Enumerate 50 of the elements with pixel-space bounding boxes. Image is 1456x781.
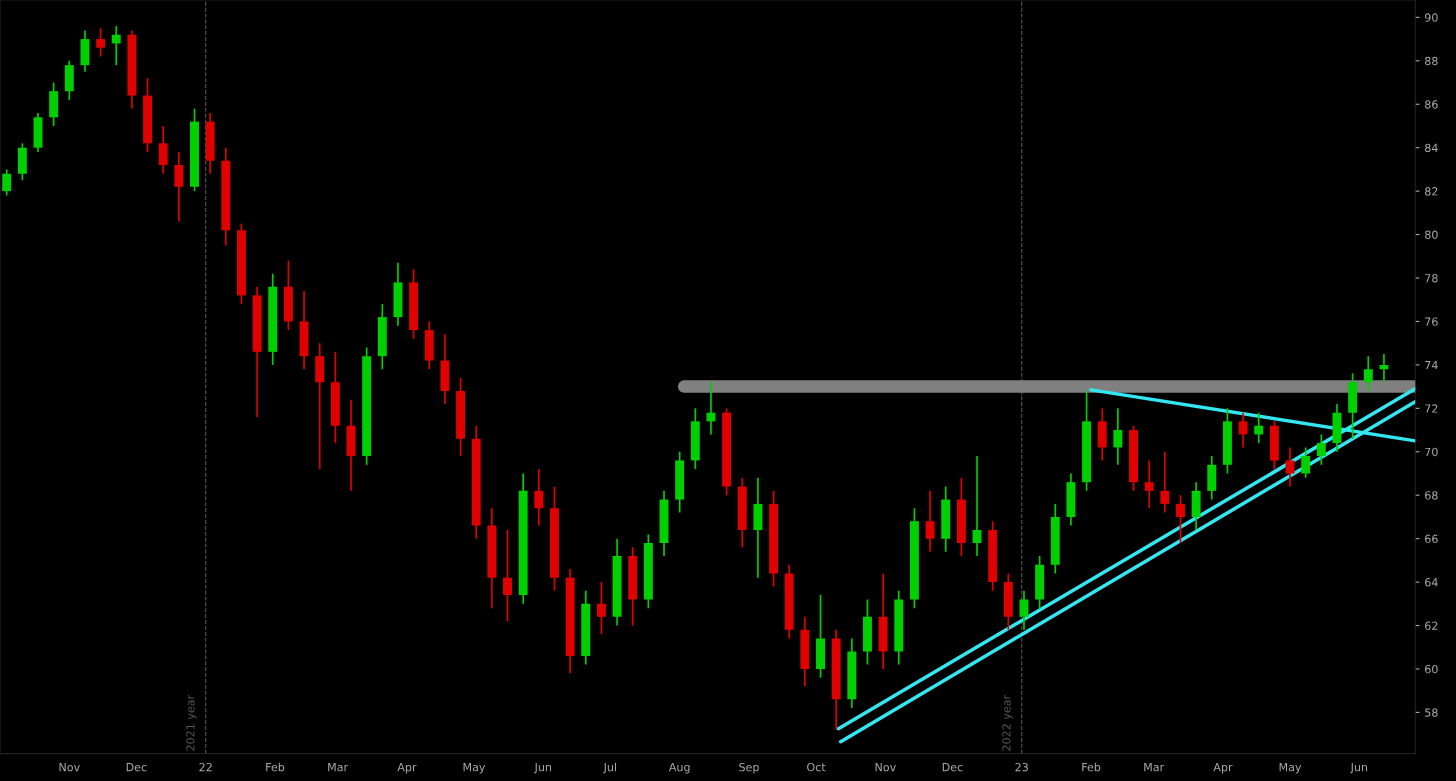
y-tick-label: 58 [1425, 708, 1438, 717]
x-tick-label: Mar [328, 763, 349, 772]
y-tick-label: 60 [1425, 664, 1438, 674]
candlestick [96, 27, 106, 58]
x-tick-label: Jun [1350, 763, 1368, 774]
candlestick [550, 485, 559, 592]
x-tick-label: Sep [739, 762, 759, 774]
candlestick [722, 407, 732, 497]
candlestick [1222, 407, 1232, 475]
candlestick [362, 346, 372, 466]
x-tick-label: Feb [266, 762, 285, 772]
candlestick [863, 598, 872, 666]
y-tick-label: 88 [1425, 56, 1438, 66]
y-tick-label: 84 [1425, 143, 1438, 153]
x-tick-label: Aug [668, 763, 690, 774]
x-tick-label: Mar [1144, 763, 1165, 772]
x-tick-label: 23 [1015, 762, 1028, 772]
y-tick-label: 76 [1425, 317, 1438, 326]
x-tick-label: May [463, 763, 486, 774]
x-tick-label: Apr [1213, 763, 1233, 774]
y-tick-label: 86 [1425, 100, 1438, 109]
x-tick-label: Apr [397, 763, 417, 774]
x-tick-label: Nov [59, 763, 80, 772]
candlestick [1082, 390, 1092, 492]
ref-line-label: 2022 year [1002, 694, 1013, 751]
y-tick-label: 66 [1425, 534, 1438, 544]
x-tick-label: May [1279, 763, 1302, 774]
ref-line-label: 2021 year [186, 694, 197, 751]
x-tick-label: Dec [942, 763, 963, 772]
y-tick-label: 78 [1425, 273, 1438, 283]
y-tick-label: 74 [1425, 361, 1438, 370]
y-tick-label: 82 [1425, 187, 1438, 196]
x-tick-label: Jun [534, 763, 552, 774]
candlestick [409, 268, 419, 340]
y-tick-label: 72 [1425, 404, 1438, 413]
y-tick-label: 90 [1424, 13, 1438, 22]
y-tick-label: 62 [1425, 621, 1438, 630]
y-tick-label: 64 [1425, 578, 1438, 587]
y-tick-label: 80 [1425, 230, 1438, 239]
x-tick-label: 22 [199, 762, 212, 772]
x-tick-label: Feb [1082, 762, 1101, 772]
x-tick-label: Dec [126, 763, 147, 772]
candlestick [456, 377, 466, 457]
candlestick [1348, 372, 1358, 440]
y-tick-label: 68 [1425, 491, 1438, 500]
x-tick-label: Nov [875, 763, 896, 772]
x-tick-label: Jul [603, 762, 617, 774]
x-tick-label: Oct [807, 762, 826, 772]
y-tick-label: 70 [1425, 447, 1438, 457]
candlestick [330, 351, 340, 444]
